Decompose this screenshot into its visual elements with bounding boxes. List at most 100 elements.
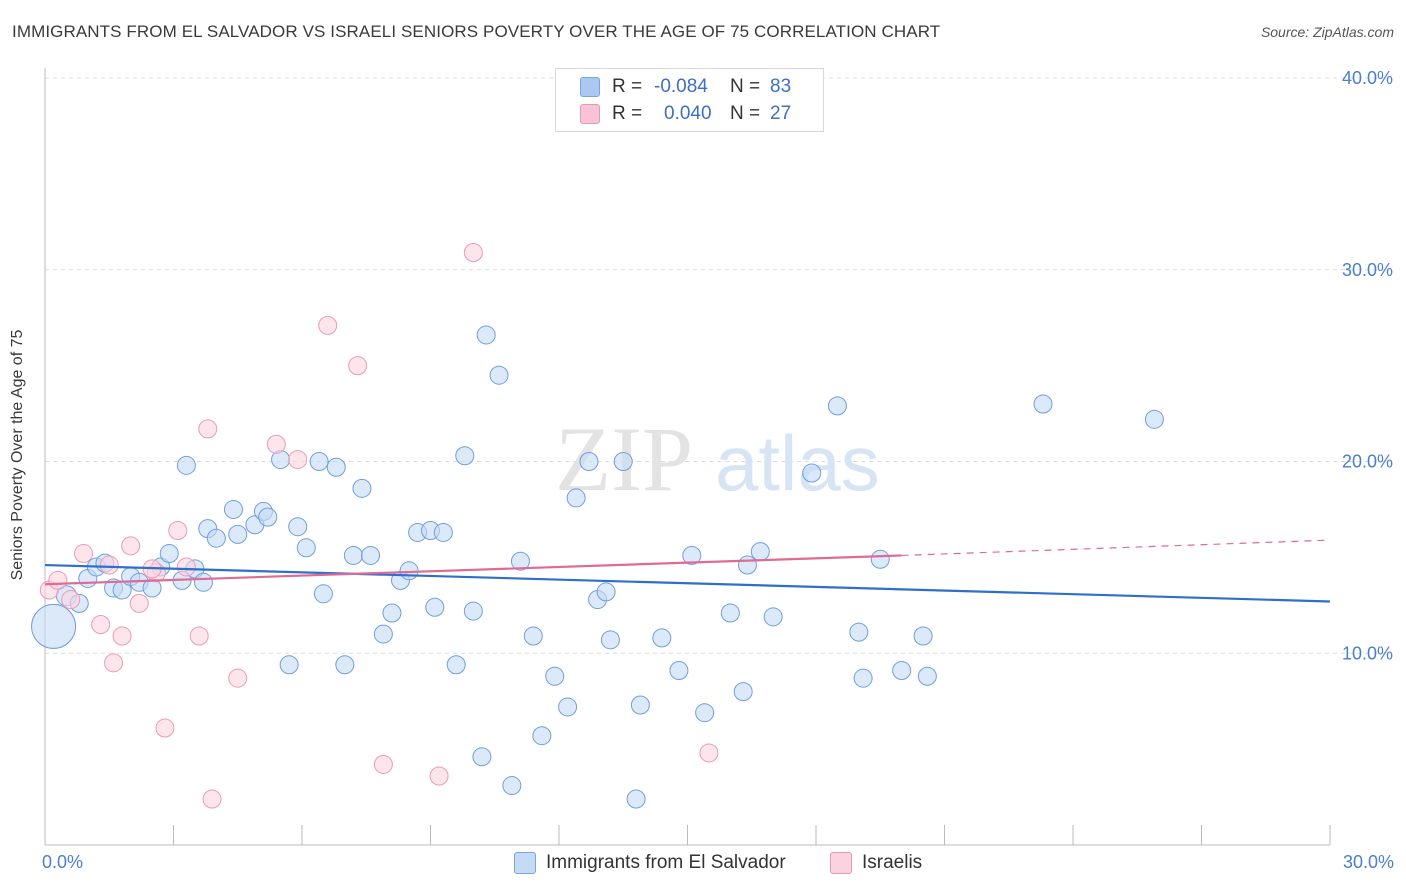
point-el-salvador	[849, 622, 869, 642]
point-el-salvador	[750, 542, 770, 562]
point-el-salvador	[763, 607, 783, 627]
point-el-salvador	[343, 545, 363, 565]
point-el-salvador	[425, 597, 445, 617]
legend-swatch-israelis	[830, 852, 852, 874]
point-el-salvador	[510, 551, 530, 571]
legend-label-israelis: Israelis	[862, 852, 923, 873]
watermark: ZIP atlas	[555, 408, 880, 510]
point-israelis	[104, 653, 124, 673]
legend-row-el-salvador: R = -0.084 N = 83	[580, 75, 791, 99]
point-israelis	[74, 544, 94, 564]
point-el-salvador	[502, 776, 522, 796]
point-el-salvador	[361, 545, 381, 565]
point-el-salvador	[532, 726, 552, 746]
point-israelis	[155, 718, 175, 738]
y-tick-label: 20.0%	[1342, 452, 1393, 472]
point-israelis	[202, 789, 222, 809]
point-el-salvador	[682, 545, 702, 565]
x-tick-label-min: 0.0%	[42, 852, 84, 872]
trend-line-el-salvador	[44, 563, 1331, 603]
point-el-salvador	[309, 452, 329, 471]
point-el-salvador	[802, 463, 822, 483]
point-el-salvador	[1144, 409, 1164, 429]
legend-r-value: -0.084	[654, 76, 708, 97]
point-el-salvador	[31, 603, 77, 649]
point-el-salvador	[870, 549, 890, 569]
point-el-salvador	[472, 747, 492, 767]
point-el-salvador	[566, 488, 586, 508]
point-el-salvador	[296, 538, 316, 558]
point-el-salvador	[159, 544, 179, 564]
point-israelis	[112, 626, 132, 646]
point-el-salvador	[326, 457, 346, 477]
point-israelis	[373, 754, 393, 774]
legend-row-israelis: R = 0.040 N = 27	[580, 102, 791, 126]
point-israelis	[288, 450, 308, 470]
data-points	[31, 242, 1164, 809]
point-israelis	[699, 743, 719, 763]
legend-r-value: 0.040	[664, 103, 712, 124]
point-el-salvador	[892, 661, 912, 681]
point-el-salvador	[489, 365, 509, 385]
point-israelis	[176, 557, 196, 577]
point-el-salvador	[652, 628, 672, 648]
point-el-salvador	[596, 582, 616, 602]
point-el-salvador	[206, 528, 226, 548]
legend-swatch-el-salvador	[514, 852, 536, 874]
point-el-salvador	[373, 624, 393, 644]
correlation-legend: R = -0.084 N = 83 R = 0.040 N = 27	[555, 68, 824, 132]
point-israelis	[61, 590, 81, 610]
point-israelis	[121, 536, 141, 556]
series-legend: Immigrants from El Salvador Israelis	[0, 852, 1406, 878]
point-el-salvador	[335, 655, 355, 675]
point-el-salvador	[737, 555, 757, 575]
source-credit: Source: ZipAtlas.com	[1260, 24, 1394, 40]
point-israelis	[48, 570, 68, 590]
chart-title: IMMIGRANTS FROM EL SALVADOR VS ISRAELI S…	[12, 22, 941, 41]
point-el-salvador	[558, 697, 578, 717]
watermark-atlas: atlas	[715, 419, 880, 507]
legend-n-label: N =	[730, 76, 761, 97]
point-el-salvador	[288, 517, 308, 537]
point-israelis	[463, 242, 483, 262]
point-el-salvador	[352, 478, 372, 498]
point-el-salvador	[228, 524, 248, 544]
point-israelis	[266, 434, 286, 454]
y-tick-label: 30.0%	[1342, 260, 1393, 280]
point-el-salvador	[223, 499, 243, 519]
grid-lines	[45, 77, 1390, 654]
point-el-salvador	[827, 396, 847, 416]
point-el-salvador	[913, 626, 933, 646]
legend-swatch-israelis	[580, 104, 600, 124]
point-el-salvador	[720, 603, 740, 623]
point-israelis	[228, 668, 248, 688]
x-tick-label-max: 30.0%	[1342, 852, 1394, 872]
point-el-salvador	[382, 603, 402, 623]
point-el-salvador	[176, 455, 196, 475]
legend-n-label: N =	[730, 103, 761, 124]
point-israelis	[429, 766, 449, 786]
point-israelis	[129, 593, 149, 613]
point-el-salvador	[545, 666, 565, 686]
point-el-salvador	[733, 682, 753, 702]
point-el-salvador	[1033, 394, 1053, 414]
legend-item-israelis: Israelis	[830, 852, 922, 874]
point-el-salvador	[523, 626, 543, 646]
trend-lines	[44, 539, 1331, 603]
point-israelis	[99, 555, 119, 575]
point-israelis	[348, 356, 368, 376]
y-tick-label: 10.0%	[1342, 643, 1393, 663]
legend-label-el-salvador: Immigrants from El Salvador	[546, 852, 786, 873]
point-el-salvador	[193, 572, 213, 592]
legend-n-value: 27	[770, 103, 792, 124]
point-el-salvador	[258, 507, 278, 527]
point-el-salvador	[579, 452, 599, 471]
point-el-salvador	[600, 630, 620, 650]
point-el-salvador	[433, 522, 453, 542]
point-el-salvador	[695, 703, 715, 723]
point-el-salvador	[455, 446, 475, 466]
legend-item-el-salvador: Immigrants from El Salvador	[514, 852, 786, 874]
axes	[44, 68, 1331, 846]
point-el-salvador	[446, 655, 466, 675]
point-el-salvador	[630, 695, 650, 715]
